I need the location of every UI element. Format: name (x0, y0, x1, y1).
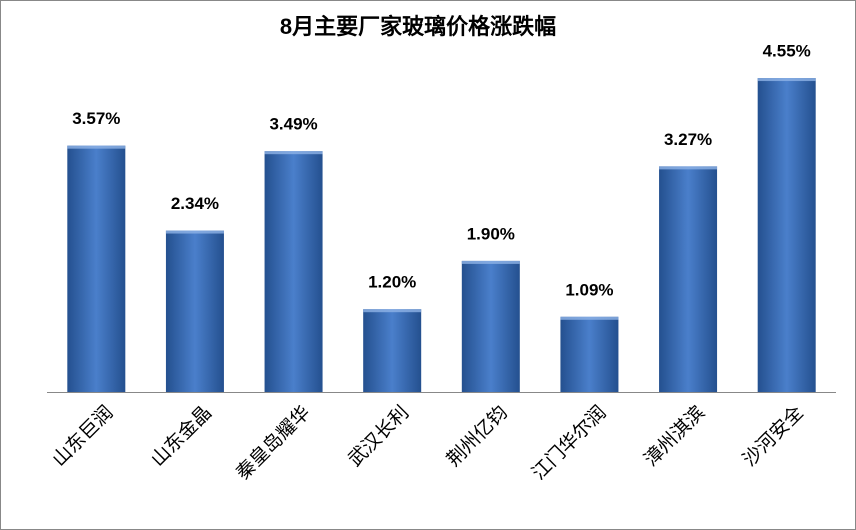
bar-top (67, 145, 126, 149)
bar-top (659, 166, 718, 170)
bar (461, 260, 520, 392)
bar (757, 78, 816, 393)
bar (363, 309, 422, 392)
value-label: 4.55% (763, 42, 811, 61)
value-label: 1.20% (368, 273, 416, 292)
value-label: 1.09% (565, 280, 613, 299)
bar (67, 145, 126, 392)
value-label: 1.90% (467, 224, 515, 243)
bar (560, 316, 619, 392)
bar-top (560, 316, 619, 320)
bar (659, 166, 718, 392)
bar-top (461, 260, 520, 264)
bar-top (165, 230, 224, 234)
bar-top (363, 309, 422, 313)
value-label: 2.34% (171, 194, 219, 213)
chart-title: 8月主要厂家玻璃价格涨跌幅 (280, 14, 556, 39)
bar (165, 230, 224, 392)
bar (264, 151, 323, 392)
bar-top (264, 151, 323, 155)
value-label: 3.49% (269, 115, 317, 134)
bar-top (757, 78, 816, 82)
value-label: 3.57% (72, 109, 120, 128)
value-label: 3.27% (664, 130, 712, 149)
